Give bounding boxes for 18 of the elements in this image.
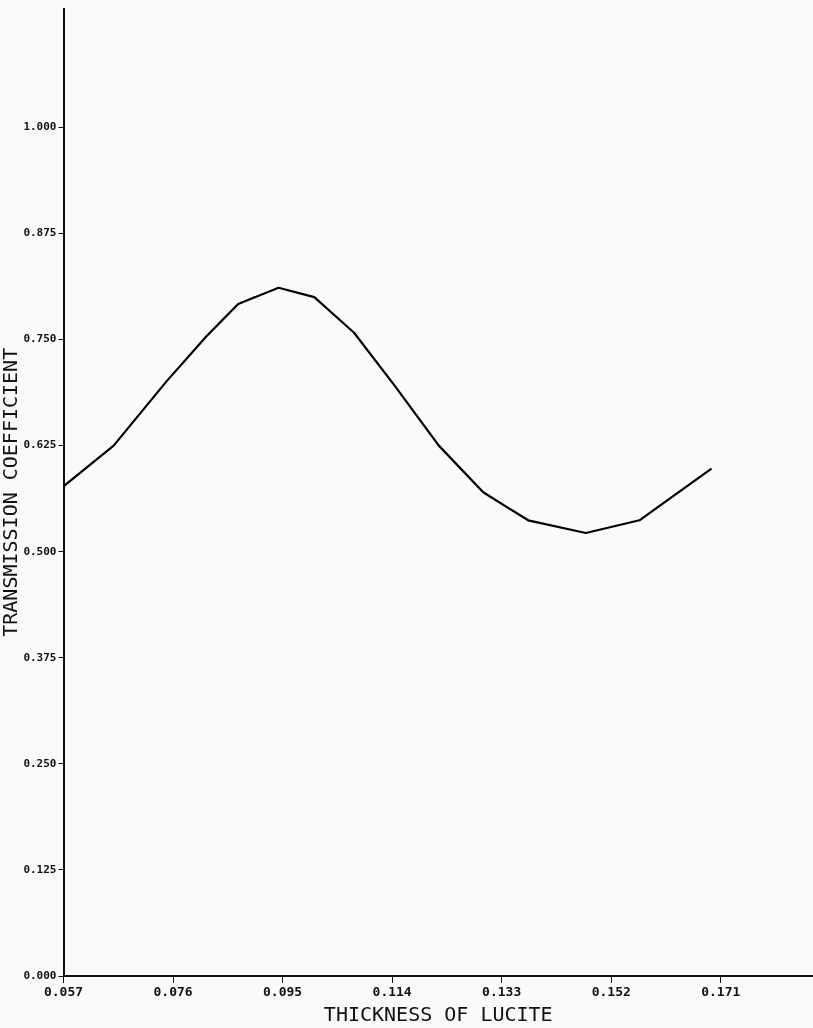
y-axis-title: TRANSMISSION COEFFICIENT (0, 347, 23, 637)
y-tick-label: 0.125 (23, 862, 57, 876)
x-tick-label: 0.171 (701, 984, 741, 1000)
x-axis-title: THICKNESS OF LUCITE (323, 1002, 553, 1027)
x-tick-label: 0.133 (482, 984, 522, 1000)
y-tick-label: 0.750 (23, 332, 57, 346)
x-tick-label: 0.152 (591, 984, 631, 1000)
x-tick-label: 0.114 (372, 984, 412, 1000)
y-tick-label: 0.250 (23, 756, 57, 770)
y-tick-label: 0.625 (23, 438, 57, 452)
x-tick-label: 0.095 (263, 984, 303, 1000)
y-tick-label: 1.000 (23, 120, 57, 134)
x-tick-label: 0.057 (43, 984, 84, 1000)
y-tick-label: 0.875 (23, 226, 57, 240)
y-tick-label: 0.375 (23, 650, 57, 664)
y-tick-label: 0.000 (23, 968, 57, 982)
x-tick-label: 0.076 (153, 984, 193, 1000)
y-tick-label: 0.500 (23, 544, 57, 558)
